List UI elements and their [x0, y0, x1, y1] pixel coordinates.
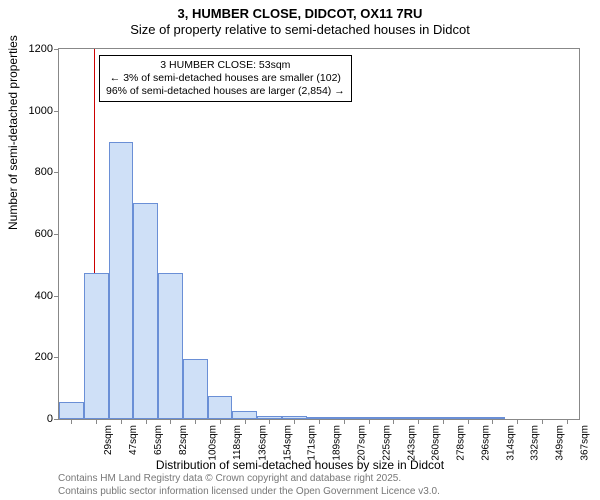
x-tick-label: 154sqm	[282, 423, 293, 461]
y-tick-mark	[54, 172, 59, 173]
x-tick-mark	[369, 419, 370, 424]
x-tick-label: 314sqm	[505, 423, 516, 461]
x-tick-mark	[121, 419, 122, 424]
histogram-bar	[133, 203, 158, 419]
x-tick-mark	[146, 419, 147, 424]
x-tick-mark	[269, 419, 270, 424]
x-tick-label: 136sqm	[258, 423, 269, 461]
x-tick-label: 260sqm	[431, 423, 442, 461]
x-tick-mark	[393, 419, 394, 424]
x-tick-mark	[443, 419, 444, 424]
x-tick-mark	[245, 419, 246, 424]
annotation-box: 3 HUMBER CLOSE: 53sqm ← 3% of semi-detac…	[99, 55, 352, 102]
annotation-line-3: 96% of semi-detached houses are larger (…	[106, 85, 345, 98]
x-tick-mark	[344, 419, 345, 424]
x-tick-label: 296sqm	[480, 423, 491, 461]
x-tick-label: 82sqm	[178, 423, 189, 455]
y-tick-mark	[54, 111, 59, 112]
x-tick-mark	[195, 419, 196, 424]
footer-line-2: Contains public sector information licen…	[58, 486, 440, 499]
x-tick-mark	[517, 419, 518, 424]
x-tick-mark	[418, 419, 419, 424]
x-tick-mark	[319, 419, 320, 424]
x-tick-mark	[71, 419, 72, 424]
x-tick-label: 100sqm	[208, 423, 219, 461]
chart-container: 3, HUMBER CLOSE, DIDCOT, OX11 7RU Size o…	[0, 0, 600, 500]
x-tick-label: 207sqm	[357, 423, 368, 461]
y-tick-mark	[54, 49, 59, 50]
x-tick-mark	[96, 419, 97, 424]
chart-title: 3, HUMBER CLOSE, DIDCOT, OX11 7RU	[0, 6, 600, 21]
x-tick-label: 225sqm	[381, 423, 392, 461]
x-tick-mark	[468, 419, 469, 424]
x-tick-label: 47sqm	[128, 423, 139, 455]
x-tick-label: 367sqm	[579, 423, 590, 461]
x-tick-label: 171sqm	[307, 423, 318, 461]
x-tick-mark	[567, 419, 568, 424]
footer-line-1: Contains HM Land Registry data © Crown c…	[58, 473, 440, 486]
plot-area: 3 HUMBER CLOSE: 53sqm ← 3% of semi-detac…	[58, 48, 580, 420]
x-tick-label: 65sqm	[153, 423, 164, 455]
histogram-bar	[232, 411, 257, 419]
histogram-bar	[84, 273, 109, 419]
annotation-line-2: ← 3% of semi-detached houses are smaller…	[106, 72, 345, 85]
x-tick-label: 349sqm	[555, 423, 566, 461]
x-tick-mark	[542, 419, 543, 424]
y-tick-mark	[54, 357, 59, 358]
y-axis-label: Number of semi-detached properties	[6, 35, 20, 230]
y-tick-mark	[54, 419, 59, 420]
y-tick-mark	[54, 234, 59, 235]
x-tick-label: 29sqm	[103, 423, 114, 455]
x-tick-label: 118sqm	[232, 423, 243, 460]
x-tick-mark	[170, 419, 171, 424]
histogram-bar	[158, 273, 183, 419]
x-tick-mark	[220, 419, 221, 424]
x-tick-label: 278sqm	[456, 423, 467, 461]
x-tick-label: 243sqm	[406, 423, 417, 461]
x-axis-label: Distribution of semi-detached houses by …	[0, 458, 600, 472]
chart-subtitle: Size of property relative to semi-detach…	[0, 22, 600, 37]
x-tick-mark	[294, 419, 295, 424]
x-tick-label: 189sqm	[332, 423, 343, 461]
title-block: 3, HUMBER CLOSE, DIDCOT, OX11 7RU Size o…	[0, 0, 600, 37]
histogram-bar	[183, 359, 208, 419]
y-tick-mark	[54, 296, 59, 297]
x-tick-label: 332sqm	[530, 423, 541, 461]
histogram-bar	[208, 396, 233, 419]
x-tick-mark	[492, 419, 493, 424]
histogram-bar	[59, 402, 84, 419]
histogram-bar	[109, 142, 134, 420]
footer-attribution: Contains HM Land Registry data © Crown c…	[58, 473, 440, 498]
annotation-line-1: 3 HUMBER CLOSE: 53sqm	[106, 59, 345, 72]
